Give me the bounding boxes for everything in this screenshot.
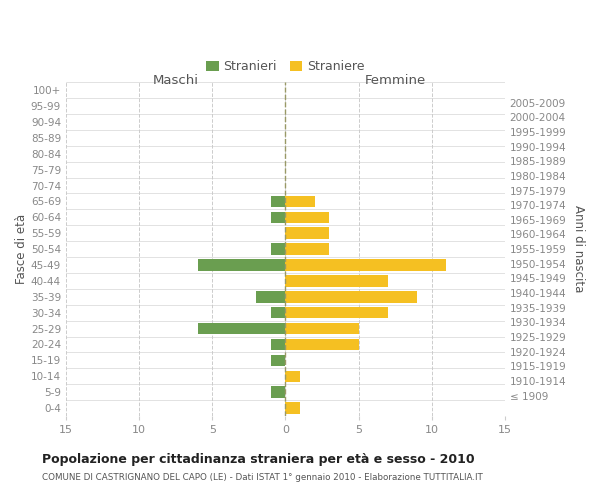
Bar bbox=[286, 370, 300, 382]
Bar bbox=[271, 338, 286, 350]
Bar bbox=[271, 196, 286, 207]
Bar bbox=[256, 291, 286, 302]
Text: COMUNE DI CASTRIGNANO DEL CAPO (LE) - Dati ISTAT 1° gennaio 2010 - Elaborazione : COMUNE DI CASTRIGNANO DEL CAPO (LE) - Da… bbox=[42, 472, 483, 482]
Bar bbox=[286, 260, 446, 270]
Bar bbox=[271, 244, 286, 255]
Bar bbox=[286, 196, 314, 207]
Y-axis label: Anni di nascita: Anni di nascita bbox=[572, 206, 585, 293]
Y-axis label: Fasce di età: Fasce di età bbox=[15, 214, 28, 284]
Bar bbox=[271, 307, 286, 318]
Bar bbox=[197, 323, 286, 334]
Bar bbox=[271, 212, 286, 223]
Bar bbox=[286, 402, 300, 413]
Bar bbox=[197, 260, 286, 270]
Text: Maschi: Maschi bbox=[152, 74, 199, 86]
Bar bbox=[271, 386, 286, 398]
Legend: Stranieri, Straniere: Stranieri, Straniere bbox=[201, 55, 370, 78]
Text: Popolazione per cittadinanza straniera per età e sesso - 2010: Popolazione per cittadinanza straniera p… bbox=[42, 452, 475, 466]
Text: Femmine: Femmine bbox=[364, 74, 426, 86]
Bar bbox=[286, 212, 329, 223]
Bar bbox=[286, 275, 388, 286]
Bar bbox=[286, 244, 329, 255]
Bar bbox=[286, 291, 417, 302]
Bar bbox=[286, 307, 388, 318]
Bar bbox=[286, 228, 329, 239]
Bar bbox=[271, 354, 286, 366]
Bar bbox=[286, 323, 359, 334]
Bar bbox=[286, 338, 359, 350]
